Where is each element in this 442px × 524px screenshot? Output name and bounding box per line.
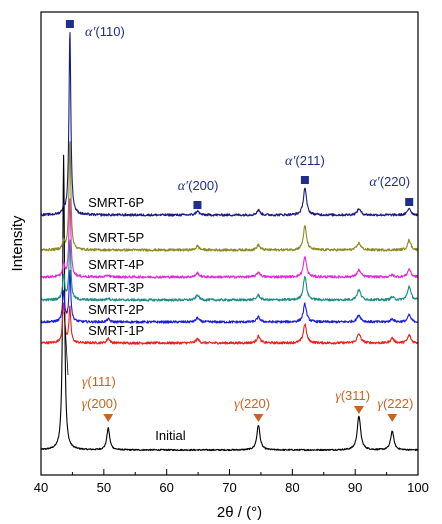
x-tick-label-40: 40 [34,480,48,495]
alpha-label-1: α′(200) [178,178,219,194]
gamma-marker-2 [253,414,264,422]
alpha-marker-1 [193,201,202,209]
gamma-label-1: γ(200) [81,396,117,412]
series-label-initial: Initial [155,428,185,443]
series-line-smrt-1p [40,302,419,345]
y-axis-title: Intensity [9,215,26,271]
series-line-initial [40,154,419,452]
alpha-marker-0 [65,20,74,28]
series-label-smrt-6p: SMRT-6P [88,195,144,210]
gamma-label-3: γ(311) [335,388,370,404]
curves-layer [40,31,419,452]
alpha-label-3: α′(220) [369,174,410,190]
series-label-smrt-4p: SMRT-4P [88,257,144,272]
x-tick-label-80: 80 [285,480,299,495]
series-labels-layer: Initial SMRT-1P SMRT-2P SMRT-3P SMRT-4P SMRT-… [88,195,186,443]
series-line-smrt-3p [40,239,419,302]
x-axis-title: 2θ / (°) [217,504,262,521]
x-tick-label-60: 60 [159,480,173,495]
series-line-smrt-4p [40,198,419,279]
alpha-label-2: α′(211) [285,153,325,169]
x-tick-label-50: 50 [97,480,111,495]
gamma-label-0: γ(111) [82,374,116,390]
series-label-smrt-3p: SMRT-3P [88,280,144,295]
alpha-marker-3 [405,198,414,206]
alpha-marker-2 [300,176,309,184]
gamma-marker-3 [353,406,364,414]
annotations-layer: α′(110) α′(200) α′(211) α′(220) γ(111) γ(200)… [63,20,414,422]
series-label-smrt-1p: SMRT-1P [88,323,144,338]
series-label-smrt-2p: SMRT-2P [88,302,144,317]
gamma-label-2: γ(220) [234,396,270,412]
gamma-marker-1 [103,414,114,422]
gamma-label-4: γ(222) [377,396,413,412]
series-line-smrt-5p [40,141,419,252]
x-tick-label-100: 100 [407,480,429,495]
series-line-smrt-6p [40,31,419,217]
x-ticks-layer: 40 50 60 70 80 90 100 [34,469,429,495]
alpha-label-0: α′(110) [85,24,125,40]
gamma-marker-4 [387,414,398,422]
x-tick-label-90: 90 [348,480,362,495]
series-label-smrt-5p: SMRT-5P [88,230,144,245]
gamma-leader-line [63,311,69,376]
x-tick-label-70: 70 [222,480,236,495]
series-line-smrt-2p [40,269,419,324]
